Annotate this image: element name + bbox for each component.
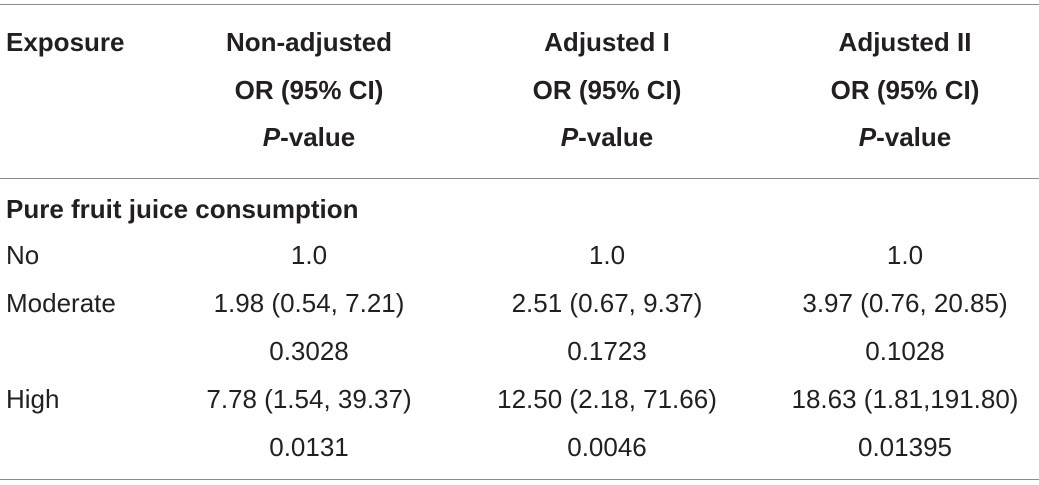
p-letter: P — [262, 122, 281, 152]
header-col1-sub: OR (95% CI) — [234, 75, 384, 105]
header-row-1: Exposure Non-adjusted Adjusted I Adjuste… — [0, 18, 1039, 66]
table-row: 0.0131 0.0046 0.01395 — [0, 423, 1039, 471]
p-letter: P — [560, 122, 579, 152]
header-exposure: Exposure — [6, 27, 125, 57]
cell-non-adjusted: 1.98 (0.54, 7.21) — [213, 288, 405, 318]
cell-adjusted-2: 1.0 — [886, 240, 924, 270]
p-suffix: -value — [280, 122, 356, 152]
cell-adjusted-2: 0.01395 — [858, 432, 952, 462]
cell-non-adjusted: 0.3028 — [269, 336, 349, 366]
header-rule — [0, 178, 1039, 179]
header-row-3: P-value P-value P-value — [0, 113, 1039, 161]
row-label: Moderate — [6, 288, 116, 318]
cell-adjusted-1: 12.50 (2.18, 71.66) — [497, 384, 717, 414]
cell-adjusted-1: 0.1723 — [567, 336, 647, 366]
header-col3-name: Adjusted II — [838, 27, 972, 57]
header-col2-pvalue: P-value — [458, 113, 756, 161]
cell-non-adjusted: 7.78 (1.54, 39.37) — [206, 384, 412, 414]
header-row-2: OR (95% CI) OR (95% CI) OR (95% CI) — [0, 66, 1039, 114]
p-suffix: -value — [876, 122, 952, 152]
table-row: No 1.0 1.0 1.0 — [0, 231, 1039, 279]
cell-adjusted-2: 18.63 (1.81,191.80) — [791, 384, 1019, 414]
row-label: No — [6, 240, 40, 270]
header-col2-sub: OR (95% CI) — [532, 75, 682, 105]
header-col3-pvalue: P-value — [756, 113, 1039, 161]
section-row: Pure fruit juice consumption — [0, 185, 1039, 233]
cell-adjusted-2: 3.97 (0.76, 20.85) — [802, 288, 1008, 318]
cell-adjusted-1: 1.0 — [588, 240, 626, 270]
table-row: High 7.78 (1.54, 39.37) 12.50 (2.18, 71.… — [0, 375, 1039, 423]
header-col3-sub: OR (95% CI) — [830, 75, 980, 105]
row-label: High — [6, 384, 60, 414]
cell-adjusted-1: 0.0046 — [567, 432, 647, 462]
bottom-rule — [0, 479, 1039, 480]
header-col1-pvalue: P-value — [160, 113, 458, 161]
header-col2-name: Adjusted I — [544, 27, 670, 57]
header-col1-name: Non-adjusted — [225, 27, 393, 57]
cell-adjusted-1: 2.51 (0.67, 9.37) — [511, 288, 703, 318]
p-suffix: -value — [578, 122, 654, 152]
table-row: Moderate 1.98 (0.54, 7.21) 2.51 (0.67, 9… — [0, 279, 1039, 327]
cell-non-adjusted: 1.0 — [290, 240, 328, 270]
cell-non-adjusted: 0.0131 — [269, 432, 349, 462]
p-letter: P — [858, 122, 877, 152]
table-row: 0.3028 0.1723 0.1028 — [0, 327, 1039, 375]
top-rule — [0, 4, 1039, 5]
cell-adjusted-2: 0.1028 — [865, 336, 945, 366]
section-title: Pure fruit juice consumption — [6, 194, 359, 224]
